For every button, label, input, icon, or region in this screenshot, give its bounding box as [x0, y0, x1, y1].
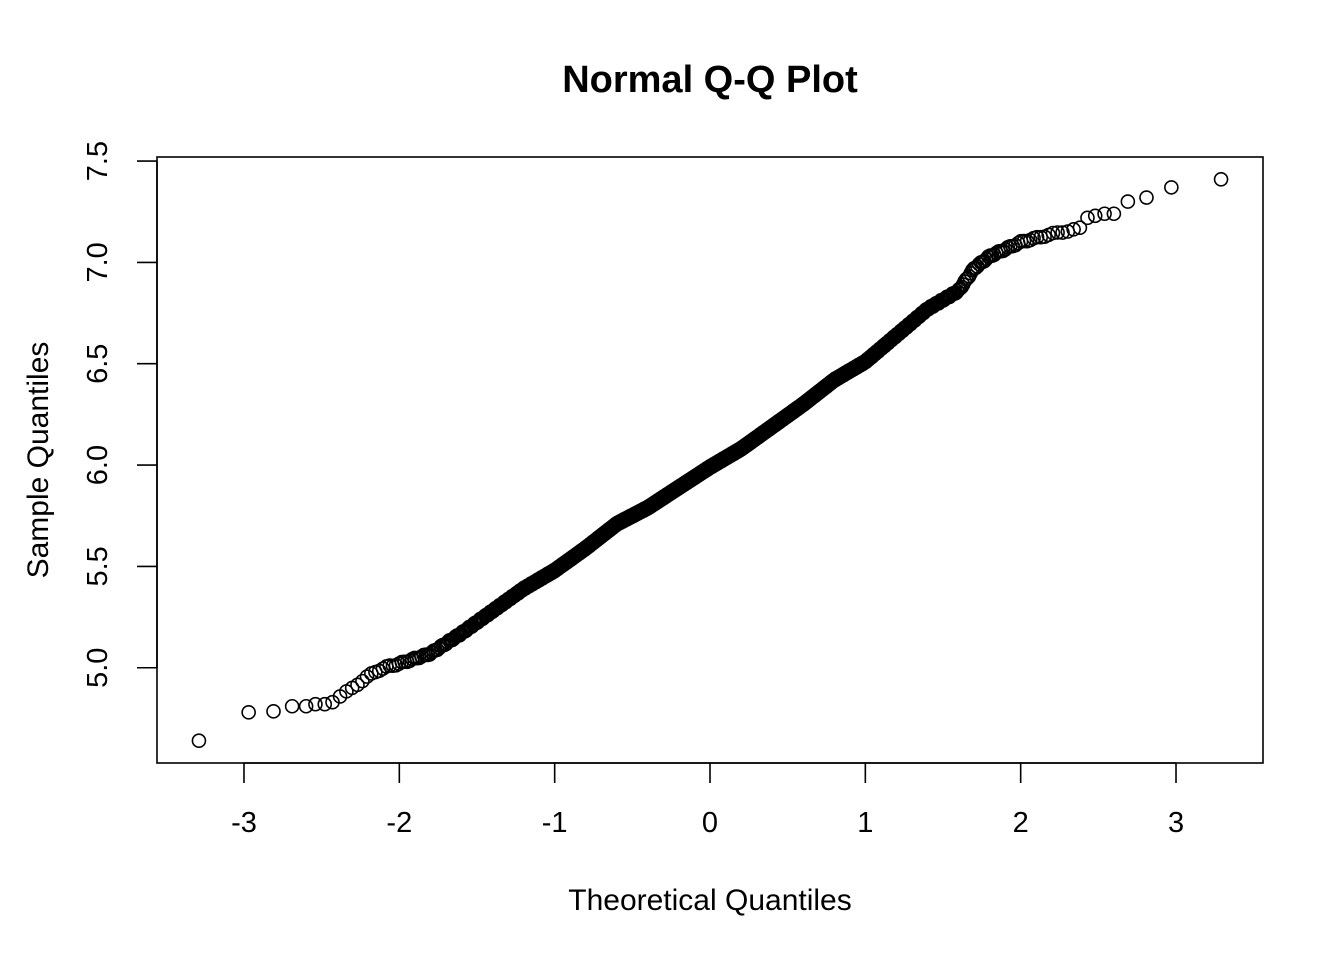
- data-point: [355, 673, 370, 689]
- data-point: [1087, 208, 1103, 224]
- data-point: [1045, 225, 1061, 241]
- y-tick-label: 7.5: [82, 141, 114, 181]
- x-tick-label: -2: [386, 807, 412, 839]
- x-tick-label: 2: [1013, 807, 1029, 839]
- x-tick-label: 0: [702, 807, 718, 839]
- x-tick-label: -3: [231, 807, 257, 839]
- data-point: [1164, 180, 1179, 195]
- data-point: [1213, 171, 1229, 187]
- data-point: [1029, 229, 1045, 245]
- y-axis-label: Sample Quantiles: [22, 342, 55, 579]
- x-axis-label: Theoretical Quantiles: [568, 884, 851, 917]
- y-tick-label: 6.5: [82, 344, 114, 384]
- y-axis: 5.0 5.5 6.0 6.5 7.0 7.5: [82, 141, 158, 688]
- x-axis: -3 -2 -1 0 1 2 3: [231, 762, 1184, 839]
- data-point: [298, 698, 314, 714]
- data-point: [284, 698, 300, 714]
- data-point: [308, 696, 323, 712]
- data-point: [350, 677, 365, 693]
- data-point: [317, 696, 333, 712]
- data-point: [1066, 222, 1081, 237]
- data-point: [1072, 220, 1088, 236]
- y-tick-label: 5.5: [82, 546, 114, 586]
- x-tick-label: -1: [542, 807, 568, 839]
- y-tick-label: 7.0: [82, 242, 114, 282]
- data-point: [1022, 232, 1038, 248]
- data-point: [1139, 190, 1154, 205]
- x-tick-label: 3: [1168, 807, 1184, 839]
- data-point: [325, 694, 340, 710]
- y-tick-label: 5.0: [82, 648, 114, 688]
- data-point: [241, 705, 256, 720]
- data-points: [191, 171, 1229, 749]
- data-point: [1050, 225, 1065, 240]
- chart-title: Normal Q-Q Plot: [562, 59, 858, 101]
- data-point: [191, 733, 207, 749]
- data-point: [266, 704, 281, 719]
- data-point: [375, 661, 391, 676]
- data-point: [359, 669, 375, 684]
- data-point: [1120, 194, 1136, 209]
- data-point: [1097, 206, 1112, 222]
- y-tick-label: 6.0: [82, 445, 114, 485]
- data-point: [1106, 206, 1122, 222]
- data-point: [1080, 210, 1095, 226]
- x-tick-label: 1: [857, 807, 873, 839]
- data-point: [1055, 225, 1070, 240]
